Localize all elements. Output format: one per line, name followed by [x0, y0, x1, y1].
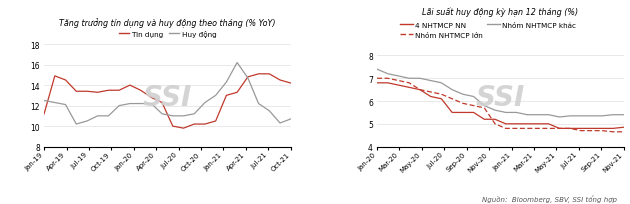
Text: SSI: SSI	[476, 84, 525, 112]
Text: SSI: SSI	[143, 84, 192, 112]
Text: Nguồn:  Bloomberg, SBV, SSI tổng hợp: Nguồn: Bloomberg, SBV, SSI tổng hợp	[483, 194, 617, 202]
Title: Tăng trưởng tín dụng và huy động theo tháng (% YoY): Tăng trưởng tín dụng và huy động theo th…	[59, 18, 276, 28]
Legend: 4 NHTMCP NN, Nhóm NHTMCP lớn, Nhóm NHTMCP khác: 4 NHTMCP NN, Nhóm NHTMCP lớn, Nhóm NHTMC…	[399, 22, 577, 39]
Title: Lãi suất huy động kỳ hạn 12 tháng (%): Lãi suất huy động kỳ hạn 12 tháng (%)	[422, 7, 578, 17]
Legend: Tin dụng, Huy động: Tin dụng, Huy động	[118, 30, 217, 39]
